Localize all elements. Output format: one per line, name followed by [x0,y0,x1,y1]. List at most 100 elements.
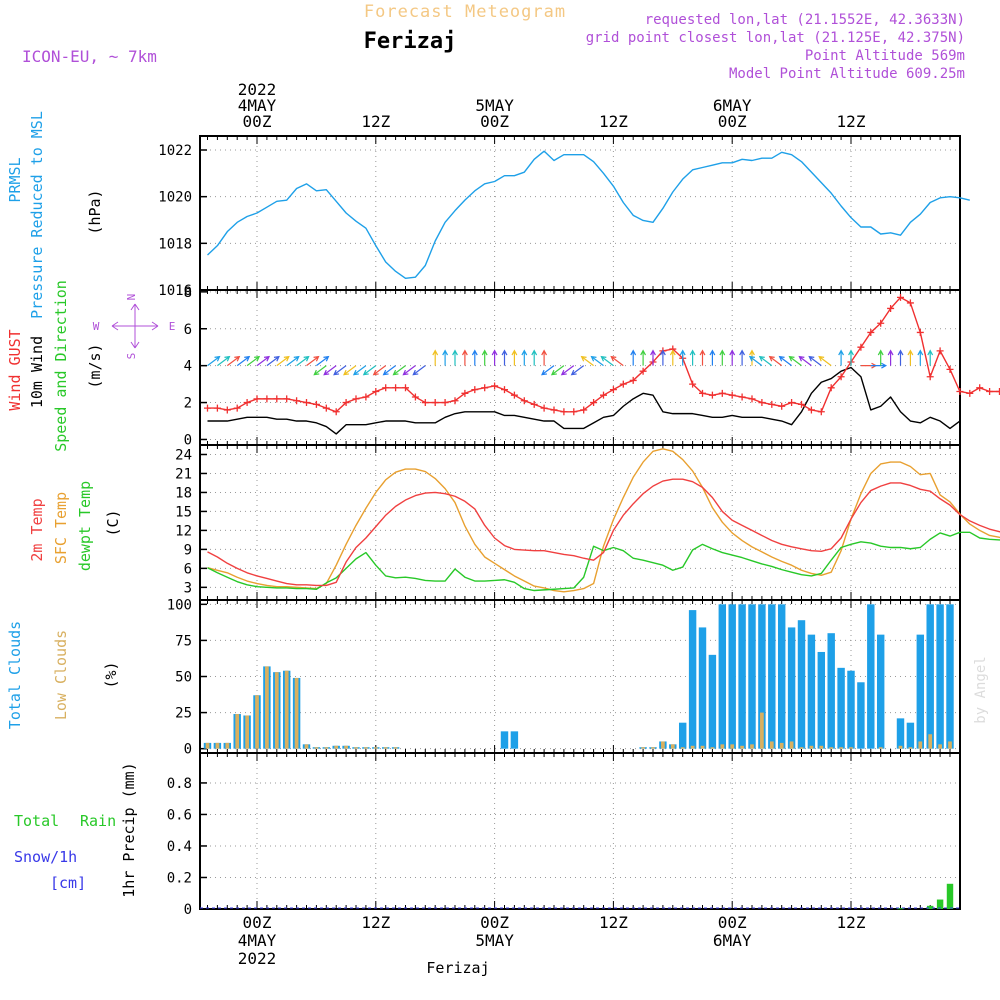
gust-line-marker [243,399,251,407]
panel-frame [199,444,961,601]
y-tick-label: 50 [175,670,192,686]
low-clouds-bar [215,742,220,749]
gust-line-marker [540,404,548,412]
wind-direction-arrow [276,355,290,367]
wind-direction-arrow [838,349,845,366]
total-clouds-bar [718,604,727,749]
gust-line-marker [728,391,736,399]
total-clouds-bar [847,670,855,749]
wind-direction-arrow [758,355,773,367]
wind-direction-arrow [521,349,528,366]
wind-direction-arrow [226,355,241,367]
gust-line-marker [253,395,261,403]
gust-line-marker [966,389,974,397]
wind-direction-arrow [877,349,884,366]
y-tick-label: 100 [167,597,192,613]
low-clouds-bar [819,745,824,749]
gust-line-marker [768,400,776,408]
bottom-time-label: 12Z [599,913,628,932]
gust-line-marker [322,404,330,412]
wind-direction-arrow [917,349,924,366]
total-clouds-label: Total Clouds [6,621,24,729]
gust-line [207,296,1000,413]
total-clouds-bar [738,604,746,749]
gust-line-marker [916,328,924,336]
y-tick-label: 12 [175,523,192,539]
y-tick-label: 0.6 [167,807,192,823]
gust-line-marker [293,397,301,405]
wind-line [207,366,961,435]
gust-line-marker [689,380,697,388]
gust-line-marker [411,393,419,401]
y-tick-label: 15 [175,504,192,520]
wind-direction-arrow [798,355,812,367]
total-clouds-bar [748,604,756,749]
y-tick-label: 0 [184,902,192,918]
panel-precip: 0 0.2 0.4 0.6 0.8 [167,752,961,918]
low-clouds-bar [661,741,665,749]
bottom-time-label: 5MAY [475,931,514,950]
wind-direction-arrow [491,349,498,366]
low-clouds-bar [898,745,903,749]
wind-direction-arrow [217,355,231,367]
low-clouds-bar [839,747,843,749]
low-clouds-bar [393,747,398,749]
wind-direction-arrow [739,349,746,366]
wind-direction-arrow [442,349,449,366]
top-time-label: 12Z [837,112,866,131]
bottom-time-label: 12Z [837,913,866,932]
panel-frame [199,752,961,910]
wind-direction-arrow [818,355,832,367]
bottom-time-label: 12Z [361,913,390,932]
top-time-label: 00Z [718,112,747,131]
gust-line-marker [461,389,469,397]
total-clouds-bar [837,667,845,749]
compass-w: W [93,320,100,333]
wind-direction-arrow [778,355,792,367]
gust-line-marker [629,376,637,384]
wind-gust-label: Wind GUST [6,329,24,410]
wind-direction-arrow [471,349,478,366]
low-clouds-bar [373,747,378,749]
low-clouds-bar [651,747,655,749]
gust-line-marker [491,382,499,390]
gust-line-marker [342,399,350,407]
wind-direction-arrow [352,365,367,376]
y-tick-label: 0.8 [167,776,192,792]
low-clouds-bar [700,745,705,749]
low-clouds-bar [265,666,269,749]
wind-direction-arrow [870,362,888,369]
wind-direction-arrow [650,349,656,366]
low-clouds-bar [918,741,923,749]
compass-s: S [125,353,138,360]
top-time-label: 00Z [480,112,509,131]
gust-line-marker [530,400,538,408]
wind-direction-arrow [907,349,914,366]
low-clouds-bar [750,744,754,749]
top-time-label: 2022 [238,80,277,99]
wind-direction-arrow [927,349,934,366]
sfc-temp-line [207,448,1000,593]
low-clouds-bar [641,747,645,749]
wind-direction-arrow [689,349,696,366]
gust-line-marker [748,395,756,403]
total-clouds-bar [807,634,816,749]
y-tick-label: 6 [184,322,192,338]
low-clouds-bar [314,747,319,749]
wind-direction-arrow [808,355,822,367]
y-tick-label: 6 [184,561,192,577]
top-time-label: 5MAY [475,96,514,115]
dewpoint-line [207,531,1000,592]
model-altitude: Model Point Altitude 609.25m [729,66,965,82]
wind-direction-arrow [501,349,508,366]
low-clouds-bar [245,715,249,749]
low-clouds-bar [779,742,784,749]
pressure-label-b: Pressure Reduced to MSL [28,111,46,319]
wind-direction-arrow [412,365,426,376]
low-clouds-bar [284,670,289,749]
gust-line-marker [986,387,994,395]
panel-clouds: 0 25 50 75 100 [167,597,961,758]
wind-direction-arrow [897,349,904,366]
wind-direction-arrow [748,355,763,367]
wind-direction-arrow [432,349,439,366]
